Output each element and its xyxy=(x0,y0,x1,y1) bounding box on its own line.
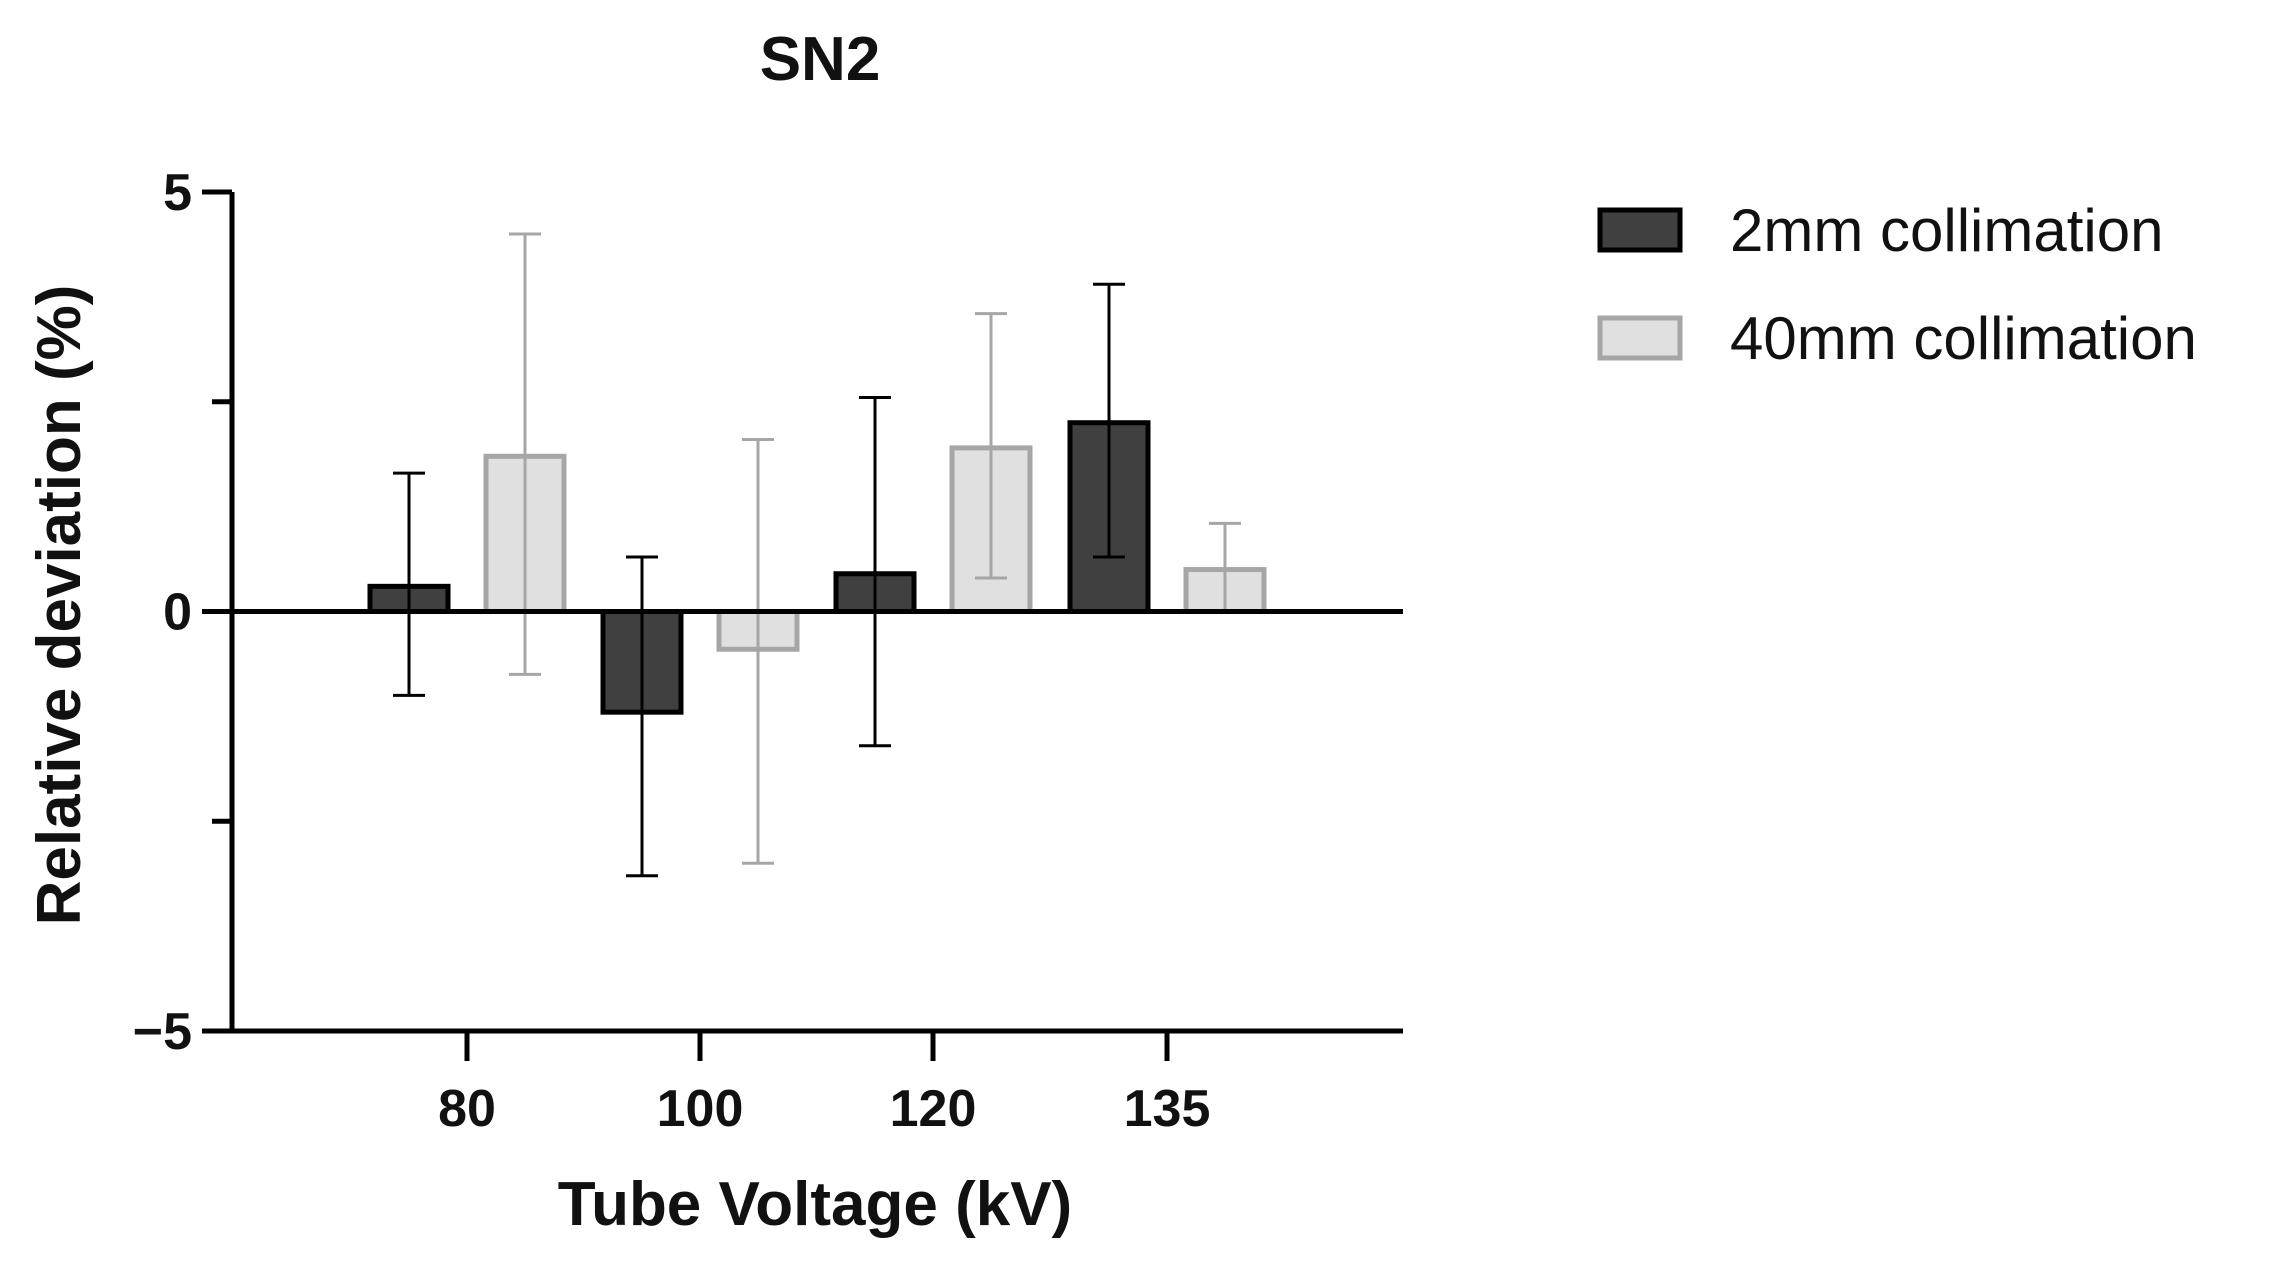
x-tick-label-120: 120 xyxy=(890,1080,977,1138)
axes-layer: 5 0 −5 80 100 120 135 xyxy=(133,164,1403,1138)
x-tick-label-80: 80 xyxy=(438,1080,496,1138)
legend-label-40mm: 40mm collimation xyxy=(1730,305,2197,372)
error-bar-2mm-120 xyxy=(859,396,891,748)
x-tick-label-100: 100 xyxy=(657,1080,744,1138)
y-tick-label: 5 xyxy=(163,164,192,222)
legend: 2mm collimation 40mm collimation xyxy=(1597,197,2197,372)
y-axis-title: Relative deviation (%) xyxy=(25,285,94,926)
bars-layer xyxy=(367,420,1267,715)
legend-swatch-2mm xyxy=(1597,207,1683,253)
legend-label-2mm: 2mm collimation xyxy=(1730,197,2163,264)
error-bar-40mm-80 xyxy=(509,232,541,676)
legend-swatch-40mm xyxy=(1597,315,1683,361)
error-bar-40mm-120 xyxy=(975,312,1007,580)
error-bar-2mm-100 xyxy=(626,555,658,878)
x-tick-label-135: 135 xyxy=(1124,1080,1211,1138)
error-bar-2mm-135 xyxy=(1093,282,1125,559)
chart-title: SN2 xyxy=(760,25,881,94)
error-bar-2mm-80 xyxy=(393,471,425,697)
error-bar-40mm-100 xyxy=(742,438,774,865)
y-tick-label: −5 xyxy=(133,1003,192,1061)
y-tick-label: 0 xyxy=(163,584,192,642)
x-axis-title: Tube Voltage (kV) xyxy=(558,1170,1072,1239)
